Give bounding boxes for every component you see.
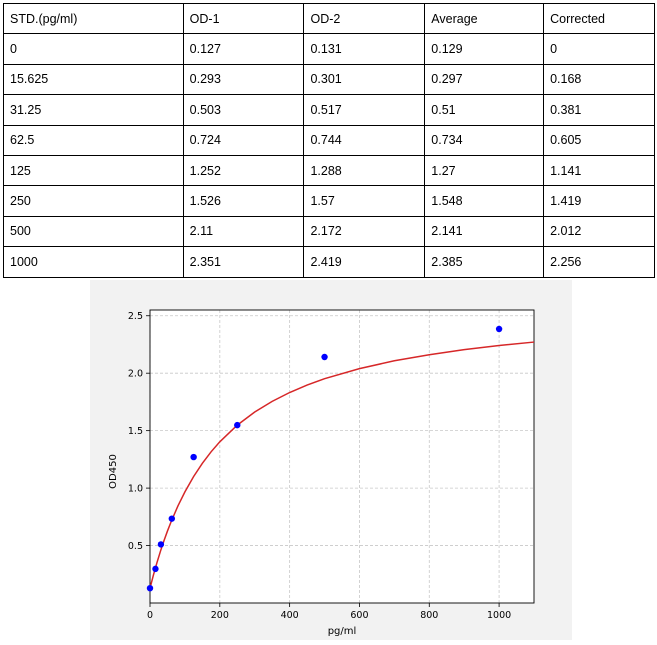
table-cell: 2.172 bbox=[303, 215, 426, 248]
table-cell: 1.548 bbox=[424, 185, 545, 217]
header-corrected: Corrected bbox=[543, 2, 655, 35]
table-cell: 1.526 bbox=[182, 185, 305, 217]
y-tick-label: 1.0 bbox=[128, 484, 143, 495]
data-point bbox=[495, 325, 503, 333]
y-tick-label: 2.0 bbox=[128, 369, 143, 380]
table-cell: 0.517 bbox=[303, 94, 426, 126]
table-cell: 250 bbox=[3, 185, 184, 217]
x-tick-label: 1000 bbox=[487, 610, 511, 621]
table-row: 500 2.11 2.172 2.141 2.012 bbox=[3, 215, 655, 248]
data-point bbox=[321, 353, 328, 361]
x-axis-label: pg/ml bbox=[328, 626, 357, 637]
table-cell: 2.11 bbox=[182, 215, 305, 248]
table-cell: 1.57 bbox=[303, 185, 426, 217]
table-cell: 0.297 bbox=[424, 63, 545, 96]
table-cell: 0.605 bbox=[543, 124, 655, 156]
table-cell: 2.141 bbox=[424, 215, 545, 248]
data-point bbox=[168, 515, 176, 522]
table-cell: 1000 bbox=[3, 246, 184, 278]
table-cell: 2.012 bbox=[543, 215, 655, 248]
table-cell: 2.385 bbox=[424, 246, 545, 278]
table-cell: 0.51 bbox=[424, 94, 545, 126]
table-row: 15.625 0.293 0.301 0.297 0.168 bbox=[3, 63, 655, 96]
table-cell: 0.129 bbox=[424, 33, 545, 65]
x-tick-label: 600 bbox=[350, 610, 368, 621]
table-header-row: STD.(pg/ml) OD-1 OD-2 Average Corrected bbox=[3, 2, 655, 35]
table-cell: 0.168 bbox=[543, 63, 655, 96]
table-cell: 0.734 bbox=[424, 124, 545, 156]
x-tick-label: 400 bbox=[281, 610, 299, 621]
table-cell: 1.288 bbox=[303, 154, 426, 187]
table-cell: 500 bbox=[3, 215, 184, 248]
data-point bbox=[234, 421, 241, 429]
table-cell: 0 bbox=[543, 33, 655, 65]
header-std: STD.(pg/ml) bbox=[3, 2, 184, 35]
table-cell: 0.301 bbox=[303, 63, 426, 96]
header-od2: OD-2 bbox=[303, 2, 426, 35]
y-axis-label: OD450 bbox=[108, 454, 119, 489]
table-cell: 62.5 bbox=[3, 124, 184, 156]
table-cell: 0.503 bbox=[182, 94, 305, 126]
header-average: Average bbox=[424, 2, 545, 35]
data-point bbox=[152, 565, 159, 573]
x-tick-label: 800 bbox=[420, 610, 438, 621]
table-row: 62.5 0.724 0.744 0.734 0.605 bbox=[3, 124, 655, 156]
plot-area bbox=[150, 310, 534, 603]
y-tick-label: 1.5 bbox=[128, 426, 143, 437]
table-row: 125 1.252 1.288 1.27 1.141 bbox=[3, 154, 655, 187]
table-cell: 0.127 bbox=[182, 33, 305, 65]
table-cell: 1.252 bbox=[182, 154, 305, 187]
table-cell: 2.419 bbox=[303, 246, 426, 278]
table-row: 250 1.526 1.57 1.548 1.419 bbox=[3, 185, 655, 217]
header-od1: OD-1 bbox=[182, 2, 305, 35]
table-cell: 2.256 bbox=[543, 246, 655, 278]
x-tick-label: 0 bbox=[147, 610, 153, 621]
table-row: 0 0.127 0.131 0.129 0 bbox=[3, 33, 655, 65]
table-row: 31.25 0.503 0.517 0.51 0.381 bbox=[3, 94, 655, 126]
standard-curve-chart: 0 200 400 600 800 1000 0.5 1.0 1.5 2.0 2.5 pg/ml OD4… bbox=[90, 280, 572, 640]
table-cell: 0.724 bbox=[182, 124, 305, 156]
table-cell: 0 bbox=[3, 33, 184, 65]
standard-data-table: STD.(pg/ml) OD-1 OD-2 Average Corrected … bbox=[3, 2, 655, 278]
fit-curve-line bbox=[149, 341, 535, 589]
table-cell: 1.141 bbox=[543, 154, 655, 187]
plot-frame bbox=[149, 309, 535, 604]
table-cell: 31.25 bbox=[3, 94, 184, 126]
table-cell: 1.27 bbox=[424, 154, 545, 187]
chart-svg: 0 200 400 600 800 1000 0.5 1.0 1.5 2.0 2.5 pg/ml OD4… bbox=[108, 309, 535, 637]
y-tick-label: 2.5 bbox=[128, 311, 143, 322]
table-cell: 0.744 bbox=[303, 124, 426, 156]
table-cell: 2.351 bbox=[182, 246, 305, 278]
table-row: 1000 2.351 2.419 2.385 2.256 bbox=[3, 246, 655, 278]
y-tick-label: 0.5 bbox=[128, 541, 143, 552]
table-cell: 0.381 bbox=[543, 94, 655, 126]
x-tick-label: 200 bbox=[211, 610, 229, 621]
table-cell: 125 bbox=[3, 154, 184, 187]
data-point bbox=[157, 541, 165, 548]
table-cell: 0.293 bbox=[182, 63, 305, 96]
data-point bbox=[146, 584, 154, 592]
table-cell: 15.625 bbox=[3, 63, 184, 96]
data-point bbox=[190, 453, 197, 461]
table-cell: 1.419 bbox=[543, 185, 655, 217]
table-cell: 0.131 bbox=[303, 33, 426, 65]
